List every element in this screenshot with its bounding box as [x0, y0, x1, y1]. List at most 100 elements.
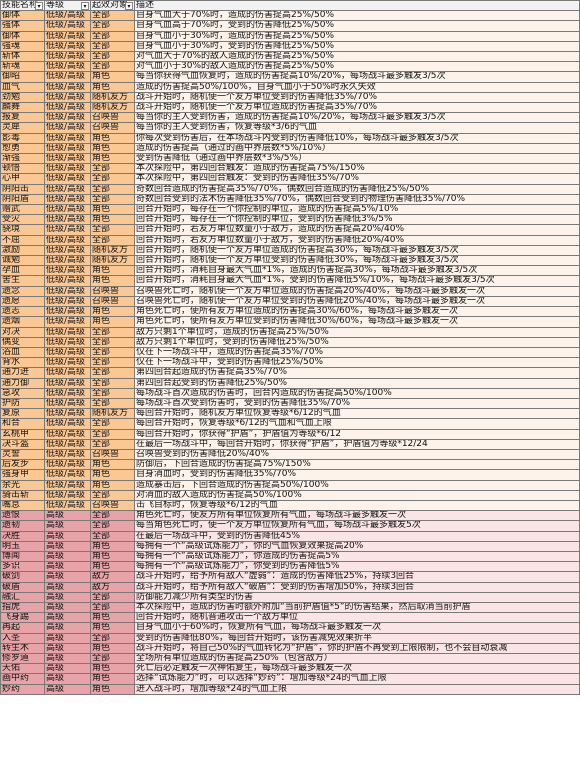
description-cell[interactable]: 每当角色死亡时，使一个友方单位恢复所有气血，每场战斗最多触发5次 [134, 520, 580, 532]
skill-name-cell[interactable]: 灵誓 [0, 448, 45, 461]
target-cell[interactable]: 全部 [90, 61, 135, 73]
target-cell[interactable]: 全部 [90, 438, 135, 450]
target-cell[interactable]: 召唤兽 [90, 448, 135, 461]
skill-name-cell[interactable]: 通力御 [0, 377, 45, 389]
description-cell[interactable]: 每拥有一个“高级试炼能力”，你造成的伤害提高5% [134, 550, 580, 563]
skill-name-cell[interactable]: 护防 [0, 397, 45, 410]
description-cell[interactable]: 你每次受到伤害后，在本场战斗内受到的伤害降低10%，每场战斗最多触发3/5次 [134, 132, 580, 144]
target-cell[interactable]: 全部 [90, 357, 135, 369]
level-cell[interactable]: 高级 [44, 561, 91, 573]
description-cell[interactable]: 防御能力减少所有类型的伤害 [134, 591, 580, 603]
description-cell[interactable]: 战斗开始时，随机使一个友方单位受到的伤害降低35%/70% [134, 91, 580, 104]
skill-name-cell[interactable]: 和合 [0, 418, 45, 430]
description-cell[interactable]: 召唤兽受到的伤害降低20%/40% [134, 448, 580, 461]
target-cell[interactable]: 全部 [90, 418, 135, 430]
skill-name-cell[interactable]: 影毒 [0, 132, 45, 144]
description-cell[interactable]: 对消血的敌人造成的伤害提高50%/100% [134, 489, 580, 501]
target-cell[interactable]: 角色 [90, 459, 135, 471]
target-cell[interactable]: 召唤兽 [90, 122, 135, 134]
target-cell[interactable]: 角色 [90, 683, 135, 695]
target-cell[interactable]: 全部 [90, 183, 135, 195]
skill-name-cell[interactable]: 入圣 [0, 632, 45, 644]
description-cell[interactable]: 回合开始时，消耗自身最大气血*1%，受到的伤害降低5%/10%，每场战斗最多触发… [134, 275, 580, 287]
description-cell[interactable]: 受到的伤害降低80%，每回合开始时，该伤害减免效果折半 [134, 632, 580, 644]
level-cell[interactable]: 低级/高级 [44, 214, 91, 226]
target-cell[interactable]: 全部 [90, 173, 135, 185]
description-cell[interactable]: 击飞目标时，恢复等级*6/12的气血 [134, 499, 580, 512]
description-cell[interactable]: 在最后一场战斗中，受到的伤害降低45% [134, 530, 580, 542]
target-cell[interactable]: 全部 [90, 326, 135, 338]
level-cell[interactable]: 低级/高级 [44, 122, 91, 134]
skill-name-cell[interactable]: 心甲 [0, 173, 45, 185]
skill-name-cell[interactable]: 报复 [0, 112, 45, 124]
target-cell[interactable]: 全部 [90, 387, 135, 399]
skill-name-cell[interactable]: 天佑 [0, 663, 45, 675]
target-cell[interactable]: 角色 [90, 316, 135, 328]
skill-name-cell[interactable]: 激励 [0, 244, 45, 257]
description-cell[interactable]: 选择“试炼能力”时，可以选择“妙药”：增加等级*24的气血上限 [134, 673, 580, 685]
level-cell[interactable]: 低级/高级 [44, 428, 91, 440]
filter-dropdown-icon[interactable]: ▾ [125, 2, 133, 10]
skill-name-cell[interactable]: 孕血 [0, 265, 45, 277]
target-cell[interactable]: 角色 [90, 275, 135, 287]
level-cell[interactable]: 低级/高级 [44, 499, 91, 512]
target-cell[interactable]: 角色 [90, 142, 135, 155]
level-cell[interactable]: 低级/高级 [44, 275, 91, 287]
level-cell[interactable]: 低级/高级 [44, 326, 91, 338]
level-cell[interactable]: 低级/高级 [44, 244, 91, 257]
target-cell[interactable]: 角色 [90, 663, 135, 675]
description-cell[interactable]: 召唤兽死亡时，随机使一个友方单位造成的伤害提高20%/40%，每场战斗最多触发一… [134, 285, 580, 297]
skill-name-cell[interactable]: 劲勉 [0, 91, 45, 104]
target-cell[interactable]: 随机友方 [90, 244, 135, 257]
target-cell[interactable]: 全部 [90, 234, 135, 246]
level-cell[interactable]: 低级/高级 [44, 224, 91, 236]
skill-name-cell[interactable]: 飞身踢 [0, 612, 45, 624]
skill-name-cell[interactable]: 余光 [0, 479, 45, 491]
skill-name-cell[interactable]: 强体 [0, 20, 45, 32]
level-cell[interactable]: 低级/高级 [44, 255, 91, 267]
target-cell[interactable]: 全部 [90, 591, 135, 603]
skill-name-cell[interactable]: 舍生 [0, 275, 45, 287]
target-cell[interactable]: 召唤兽 [90, 112, 135, 124]
header-name[interactable]: 技能名称 ▾ [0, 0, 45, 12]
skill-name-cell[interactable]: 御体 [0, 30, 45, 42]
target-cell[interactable]: 全部 [90, 193, 135, 206]
description-cell[interactable]: 每当你获得气血恢复时，造成的伤害提高10%/20%，每场战斗最多触发3/5次 [134, 71, 580, 83]
description-cell[interactable]: 奇数回合受到的法术伤害降低35%/70%，偶数回合受到的物理伤害降低35%/70… [134, 193, 580, 206]
level-cell[interactable]: 低级/高级 [44, 397, 91, 410]
target-cell[interactable]: 全部 [90, 510, 135, 522]
level-cell[interactable]: 低级/高级 [44, 81, 91, 93]
level-cell[interactable]: 低级/高级 [44, 30, 91, 42]
skill-name-cell[interactable]: 指虎 [0, 601, 45, 614]
target-cell[interactable]: 召唤兽 [90, 295, 135, 308]
description-cell[interactable]: 战斗开始时，将自己50%的气血转化为“护盾”，你的护盾不再受到上限限制，也不会自… [134, 642, 580, 655]
description-cell[interactable]: 奇数回合造成的伤害提高35%/70%，偶数回合造成的伤害降低25%/50% [134, 183, 580, 195]
target-cell[interactable]: 全部 [90, 632, 135, 644]
level-cell[interactable]: 低级/高级 [44, 142, 91, 155]
description-cell[interactable]: 自身气血小于30%时，受到的伤害降低25%/50% [134, 40, 580, 53]
target-cell[interactable]: 角色 [90, 71, 135, 83]
description-cell[interactable]: 回合开始时，每存在一个你控制的单位，受到的伤害降低3%/5% [134, 214, 580, 226]
description-cell[interactable]: 死亡后必定触发一次神佑复生，每场战斗最多触发一次 [134, 663, 580, 675]
skill-name-cell[interactable]: 玄桃甲 [0, 428, 45, 440]
target-cell[interactable]: 角色 [90, 214, 135, 226]
description-cell[interactable]: 自身气血大于70%时，造成的伤害提高25%/50% [134, 10, 580, 22]
description-cell[interactable]: 敌方只剩1个单位时，受到的伤害降低25%/50% [134, 336, 580, 348]
skill-name-cell[interactable]: 修罗道 [0, 652, 45, 665]
description-cell[interactable]: 本次探险中，造成的伤害时额外附加“当前护盾值*5”的伤害结果，然后取消当前护盾 [134, 601, 580, 614]
level-cell[interactable]: 低级/高级 [44, 265, 91, 277]
level-cell[interactable]: 低级/高级 [44, 346, 91, 359]
level-cell[interactable]: 高级 [44, 581, 91, 593]
level-cell[interactable]: 高级 [44, 683, 91, 695]
target-cell[interactable]: 随机友方 [90, 408, 135, 420]
description-cell[interactable]: 对气血大于70%的敌人造成的伤害提高25%/50% [134, 51, 580, 63]
skill-name-cell[interactable]: 受灾 [0, 214, 45, 226]
target-cell[interactable]: 敌方 [90, 581, 135, 593]
skill-name-cell[interactable]: 对决 [0, 326, 45, 338]
filter-dropdown-icon[interactable]: ▾ [81, 2, 89, 10]
description-cell[interactable]: 自身气血小于30%时，造成的伤害提高25%/50% [134, 30, 580, 42]
skill-name-cell[interactable]: 再起 [0, 622, 45, 634]
target-cell[interactable]: 角色 [90, 153, 135, 165]
description-cell[interactable]: 战斗开始时，给予所有敌人“破盾”：受到的伤害增加50%，持续3回合 [134, 581, 580, 593]
level-cell[interactable]: 低级/高级 [44, 459, 91, 471]
